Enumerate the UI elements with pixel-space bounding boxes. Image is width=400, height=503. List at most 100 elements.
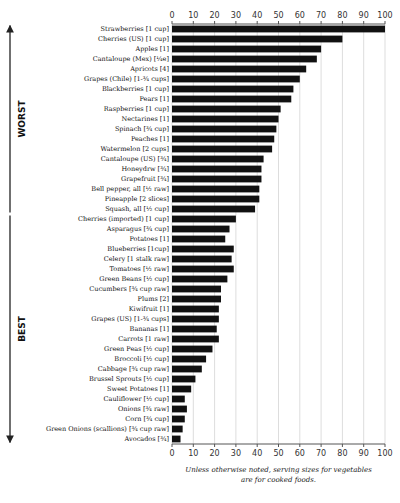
bar (172, 256, 232, 263)
category-label: Asparagus [¾ cup] (106, 225, 169, 233)
category-label: Spinach [¾ cup] (115, 125, 169, 133)
tick-mark (278, 444, 279, 447)
tick-label: 100 (377, 449, 392, 458)
tick-label: 30 (231, 449, 241, 458)
category-label: Corn [¾ cup] (125, 415, 169, 423)
bar (172, 166, 261, 173)
tick-label: 60 (295, 11, 305, 20)
tick-mark (214, 21, 215, 24)
category-label: Apples [1] (134, 45, 169, 53)
grid-line (299, 24, 300, 444)
tick-label: 70 (316, 11, 326, 20)
category-label: Peaches [1] (131, 135, 169, 143)
bar (172, 66, 306, 73)
bar (172, 106, 281, 113)
category-label: Raspberries [1 cup] (104, 105, 169, 113)
bar (172, 296, 221, 303)
footnote: are for cooked foods. (241, 476, 316, 484)
bar (172, 266, 234, 273)
bar (172, 126, 276, 133)
bar (172, 146, 272, 153)
bar (172, 46, 321, 53)
tick-mark (172, 444, 173, 447)
bar (172, 416, 185, 423)
bar (172, 366, 202, 373)
tick-mark (235, 21, 236, 24)
tick-label: 20 (210, 11, 220, 20)
tick-mark (257, 21, 258, 24)
tick-label: 30 (231, 11, 241, 20)
grid-line (385, 24, 386, 444)
tick-label: 90 (359, 449, 369, 458)
bar (172, 336, 219, 343)
category-label: Green Peas [½ cup] (104, 345, 169, 353)
tick-mark (321, 444, 322, 447)
bar (172, 386, 191, 393)
x-ticks: 0010102020303040405050606070708080909010… (169, 11, 392, 458)
tick-mark (321, 21, 322, 24)
bar (172, 76, 300, 83)
category-label: Grapes (Chile) [1-¾ cups] (84, 75, 169, 83)
tick-label: 0 (169, 449, 174, 458)
bar (172, 406, 187, 413)
tick-mark (299, 21, 300, 24)
tick-mark (385, 21, 386, 24)
tick-mark (193, 444, 194, 447)
annotation-label: BEST (17, 315, 27, 341)
tick-mark (363, 21, 364, 24)
footnote: Unless otherwise noted, serving sizes fo… (185, 466, 372, 474)
annotation-label: WORST (17, 100, 27, 138)
category-label: Onions [¾ raw] (118, 405, 169, 413)
bar (172, 206, 255, 213)
category-label: Strawberries [1 cup] (101, 25, 169, 33)
tick-mark (235, 444, 236, 447)
bar (172, 286, 221, 293)
category-label: Kiwifruit [1] (129, 305, 169, 313)
category-label: Potatoes [1] (130, 235, 170, 243)
bar (172, 236, 225, 243)
tick-mark (299, 444, 300, 447)
tick-mark (214, 444, 215, 447)
category-label: Honeydrw [¾] (121, 165, 169, 173)
category-label: Cabbage [¾ cup raw] (98, 365, 169, 373)
category-label: Watermelon [2 cups] (101, 145, 169, 153)
tick-label: 100 (377, 11, 392, 20)
category-label: Green Beans [½ cup] (99, 275, 169, 283)
grid-line (363, 24, 364, 444)
bars (172, 26, 385, 443)
category-label: Tomatoes [½ raw] (109, 265, 169, 273)
category-labels: Strawberries [1 cup]Cherries (US) [1 cup… (46, 25, 169, 443)
bar (172, 346, 212, 353)
category-label: Broccoli [½ cup] (114, 355, 169, 363)
category-label: Blackberries [1 cup] (102, 85, 169, 93)
tick-mark (342, 444, 343, 447)
tick-label: 20 (210, 449, 220, 458)
bar (172, 316, 219, 323)
tick-label: 40 (252, 11, 262, 20)
grid-line (321, 24, 322, 444)
category-label: Green Onions (scallions) [¾ cup raw] (46, 425, 169, 433)
category-label: Sweet Potatoes [1] (107, 385, 169, 393)
category-label: Pears [1] (139, 95, 169, 103)
bar (172, 396, 185, 403)
tick-label: 0 (169, 11, 174, 20)
category-label: Cucumbers [¾ cup raw] (89, 285, 169, 293)
tick-mark (342, 21, 343, 24)
bar (172, 56, 317, 63)
tick-label: 60 (295, 449, 305, 458)
tick-mark (363, 444, 364, 447)
category-label: Plums [2] (138, 295, 169, 303)
bar (172, 226, 230, 233)
bar (172, 136, 274, 143)
category-label: Bell pepper, all [½ raw] (91, 185, 169, 193)
bar (172, 86, 293, 93)
bar (172, 326, 217, 333)
tick-label: 80 (337, 449, 347, 458)
bar (172, 246, 234, 253)
tick-mark (257, 444, 258, 447)
category-label: Apricots [4] (129, 65, 169, 73)
tick-mark (278, 21, 279, 24)
category-label: Cantaloupe (US) [¾] (101, 155, 169, 163)
category-label: Carrots [1 raw] (118, 335, 169, 343)
category-label: Cherries (imported) [1 cup] (78, 215, 169, 223)
